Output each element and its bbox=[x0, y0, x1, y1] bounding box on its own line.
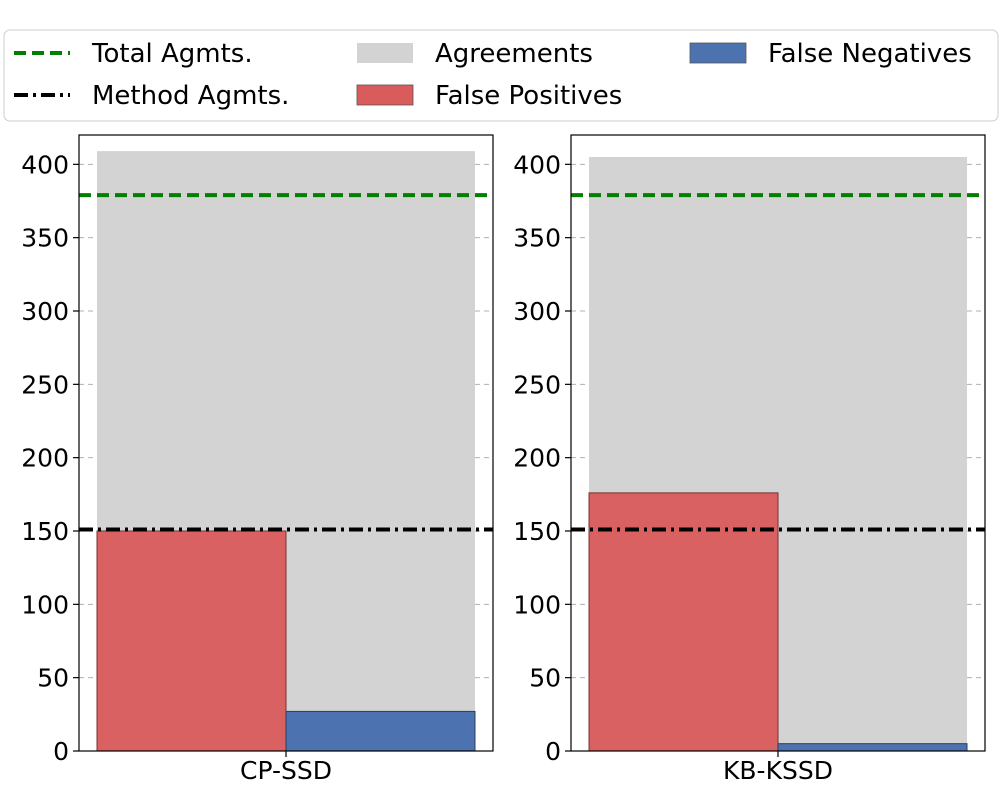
y-tick-label: 300 bbox=[513, 297, 561, 326]
legend-label: Agreements bbox=[435, 39, 593, 69]
bar-false-positives bbox=[96, 530, 287, 752]
y-tick-label: 100 bbox=[513, 590, 561, 619]
bar-false-positives bbox=[588, 492, 779, 752]
legend-swatch bbox=[356, 84, 414, 106]
legend-item-false-negatives: False Negatives bbox=[689, 39, 972, 69]
y-tick-label: 400 bbox=[513, 150, 561, 179]
legend-label: False Positives bbox=[435, 81, 622, 111]
legend: Total Agmts. Method Agmts. Agreements False… bbox=[3, 29, 999, 122]
bar-false-negatives bbox=[777, 743, 968, 752]
legend-label: False Negatives bbox=[768, 39, 972, 69]
legend-item-total-agmts: Total Agmts. bbox=[14, 39, 253, 69]
y-tick-label: 250 bbox=[21, 370, 69, 399]
y-tick-label: 200 bbox=[513, 444, 561, 473]
legend-swatch bbox=[357, 43, 413, 63]
legend-item-agreements: Agreements bbox=[357, 39, 593, 69]
panel-cp-ssd: 0 50 100 150 200 250 300 350 400 CP-SSD bbox=[21, 134, 494, 785]
x-tick-label: KB-KSSD bbox=[723, 756, 833, 785]
y-tick-label: 200 bbox=[21, 444, 69, 473]
y-tick-label: 400 bbox=[21, 150, 69, 179]
y-tick-label: 150 bbox=[21, 517, 69, 546]
y-tick-label: 100 bbox=[21, 590, 69, 619]
chart-panels: 0 50 100 150 200 250 300 350 400 CP-SSD 0 50 100 150 2… bbox=[21, 134, 986, 785]
y-tick-label: 50 bbox=[529, 664, 561, 693]
y-tick-label: 0 bbox=[545, 737, 561, 766]
y-tick-label: 350 bbox=[513, 224, 561, 253]
y-tick-label: 50 bbox=[37, 664, 69, 693]
y-tick-label: 150 bbox=[513, 517, 561, 546]
bar-false-negatives bbox=[285, 710, 476, 752]
legend-label: Method Agmts. bbox=[92, 81, 289, 111]
y-tick-label: 300 bbox=[21, 297, 69, 326]
legend-swatch bbox=[689, 42, 747, 64]
y-tick-label: 250 bbox=[513, 370, 561, 399]
y-tick-label: 350 bbox=[21, 224, 69, 253]
legend-frame bbox=[3, 29, 999, 122]
legend-item-method-agmts: Method Agmts. bbox=[14, 81, 289, 111]
legend-label: Total Agmts. bbox=[91, 39, 253, 69]
legend-item-false-positives: False Positives bbox=[356, 81, 622, 111]
panel-kb-kssd: 0 50 100 150 200 250 300 350 400 KB-KSSD bbox=[513, 134, 986, 785]
x-tick-label: CP-SSD bbox=[240, 756, 332, 785]
y-tick-label: 0 bbox=[53, 737, 69, 766]
